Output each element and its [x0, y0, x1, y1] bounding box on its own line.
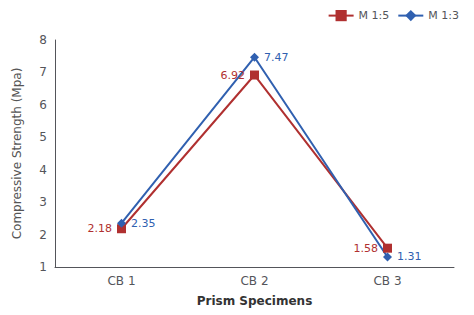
svg-text:3: 3: [39, 195, 47, 209]
svg-text:6: 6: [39, 98, 47, 112]
svg-text:CB 2: CB 2: [240, 274, 268, 288]
svg-text:M 1:3: M 1:3: [428, 9, 459, 22]
svg-text:1: 1: [39, 260, 47, 274]
svg-text:5: 5: [39, 130, 47, 144]
svg-text:2: 2: [39, 228, 47, 242]
svg-text:CB 1: CB 1: [107, 274, 135, 288]
svg-text:CB 3: CB 3: [373, 274, 401, 288]
svg-text:1.58: 1.58: [354, 242, 379, 255]
svg-text:M 1:5: M 1:5: [359, 9, 390, 22]
svg-text:7: 7: [39, 65, 47, 79]
svg-text:8: 8: [39, 33, 47, 47]
svg-text:Prism Specimens: Prism Specimens: [197, 294, 313, 308]
svg-text:1.31: 1.31: [397, 250, 422, 263]
svg-text:7.47: 7.47: [264, 51, 289, 64]
svg-text:2.18: 2.18: [88, 222, 113, 235]
svg-text:Compressive Strength (Mpa): Compressive Strength (Mpa): [10, 68, 24, 240]
svg-text:6.92: 6.92: [221, 69, 246, 82]
svg-text:4: 4: [39, 163, 47, 177]
svg-text:2.35: 2.35: [131, 217, 156, 230]
